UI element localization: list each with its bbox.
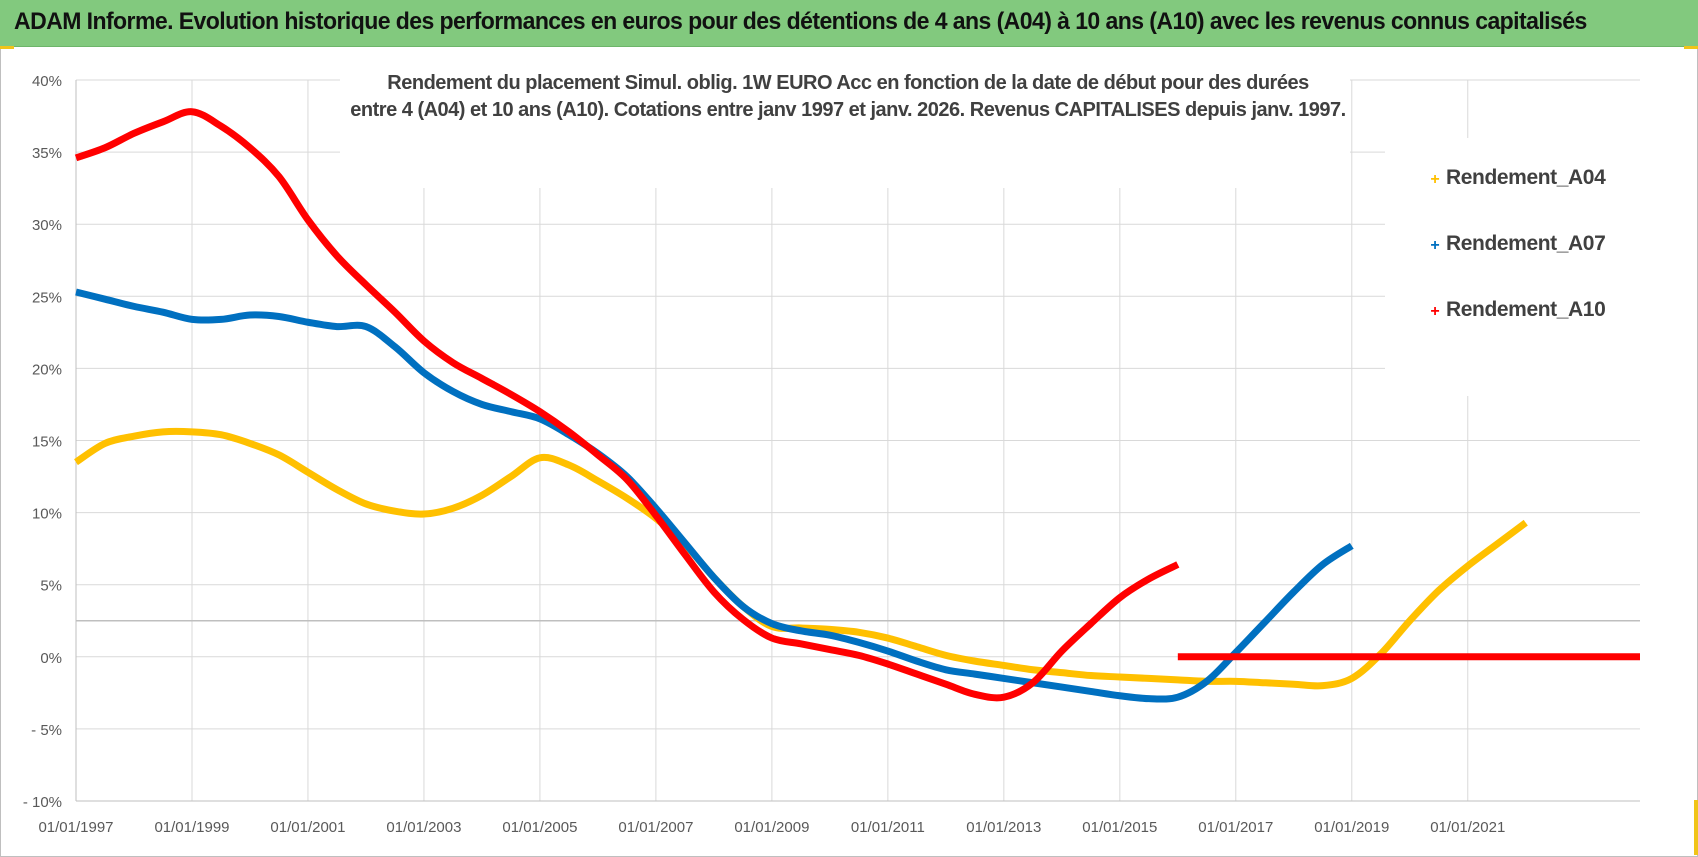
corner-mark-top-right <box>1684 46 1698 49</box>
corner-mark-bottom-right <box>1694 800 1698 855</box>
y-tick-label: - 10% <box>23 794 62 811</box>
series-line-rendement-a07 <box>75 288 1354 703</box>
series-layer <box>74 108 1640 703</box>
y-tick-label: 15% <box>32 434 62 451</box>
corner-mark-top-left <box>0 46 14 49</box>
y-axis-tick-labels: 40% 35% 30% 25% 20% 15% 10% 5% 0% - 5% - 10% <box>23 73 62 811</box>
x-tick-label: 01/01/2009 <box>734 819 809 836</box>
x-tick-label: 01/01/2017 <box>1198 819 1273 836</box>
chart-title: Rendement du placement Simul. oblig. 1W … <box>350 72 1346 121</box>
legend-label: Rendement_A07 <box>1446 232 1605 255</box>
chart-title-backdrop <box>340 66 1350 188</box>
x-tick-label: 01/01/2003 <box>386 819 461 836</box>
vertical-gridlines <box>75 80 1640 802</box>
y-tick-label: 35% <box>32 145 62 162</box>
legend-item-rendement-a10: + Rendement_A10 <box>1430 298 1605 321</box>
y-tick-label: 20% <box>32 361 62 378</box>
y-tick-label: - 5% <box>31 722 62 739</box>
y-tick-label: 25% <box>32 289 62 306</box>
y-tick-label: 30% <box>32 217 62 234</box>
page-title: ADAM Informe. Evolution historique des p… <box>14 8 1587 35</box>
x-tick-label: 01/01/1997 <box>38 819 113 836</box>
y-tick-label: 5% <box>40 578 62 595</box>
x-axis-tick-labels: 01/01/1997 01/01/1999 01/01/2001 01/01/2003… <box>38 819 1505 836</box>
line-chart: 40% 35% 30% 25% 20% 15% 10% 5% 0% - 5% - 10% 01/01… <box>23 66 1645 836</box>
x-tick-label: 01/01/1999 <box>154 819 229 836</box>
legend-marker-icon: + <box>1430 171 1439 188</box>
chart-title-line-1: Rendement du placement Simul. oblig. 1W … <box>387 72 1309 94</box>
chart-title-line-2: entre 4 (A04) et 10 ans (A10). Cotations… <box>350 99 1345 121</box>
legend-label: Rendement_A10 <box>1446 298 1605 321</box>
legend-marker-icon: + <box>1430 237 1439 254</box>
x-tick-label: 01/01/2007 <box>618 819 693 836</box>
header-banner: ADAM Informe. Evolution historique des p… <box>0 0 1698 47</box>
legend-marker-icon: + <box>1430 303 1439 320</box>
x-tick-label: 01/01/2013 <box>966 819 1041 836</box>
series-line-rendement-a10 <box>74 108 1180 702</box>
legend-label: Rendement_A04 <box>1446 166 1606 189</box>
legend: + Rendement_A04 + Rendement_A07 + Rendement_A… <box>1430 166 1606 321</box>
y-tick-label: 40% <box>32 73 62 90</box>
legend-box <box>1385 138 1645 396</box>
series-line-rendement-a04 <box>74 427 1528 690</box>
x-tick-label: 01/01/2015 <box>1082 819 1157 836</box>
x-tick-label: 01/01/2021 <box>1430 819 1505 836</box>
y-tick-label: 0% <box>40 650 62 667</box>
x-tick-label: 01/01/2001 <box>270 819 345 836</box>
y-tick-label: 10% <box>32 506 62 523</box>
legend-item-rendement-a07: + Rendement_A07 <box>1430 232 1605 255</box>
x-tick-label: 01/01/2019 <box>1314 819 1389 836</box>
x-tick-label: 01/01/2005 <box>502 819 577 836</box>
legend-item-rendement-a04: + Rendement_A04 <box>1430 166 1606 189</box>
x-tick-label: 01/01/2011 <box>851 819 925 836</box>
